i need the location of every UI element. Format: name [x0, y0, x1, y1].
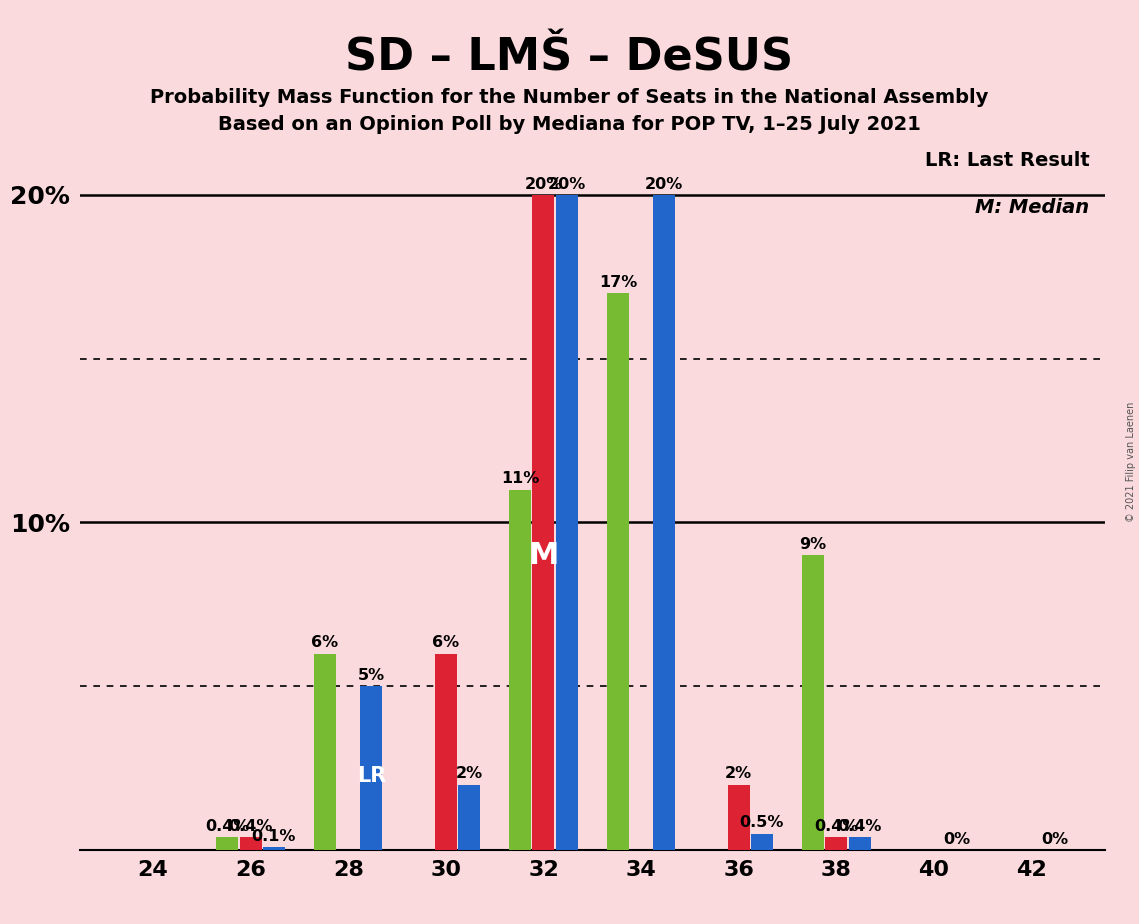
- Text: 20%: 20%: [645, 176, 683, 191]
- Text: 2%: 2%: [456, 766, 483, 782]
- Text: SD – LMŠ – DeSUS: SD – LMŠ – DeSUS: [345, 37, 794, 80]
- Bar: [654, 195, 675, 850]
- Text: Based on an Opinion Poll by Mediana for POP TV, 1–25 July 2021: Based on an Opinion Poll by Mediana for …: [218, 116, 921, 135]
- Bar: [849, 837, 870, 850]
- Text: 0%: 0%: [943, 832, 970, 846]
- Bar: [263, 846, 285, 850]
- Bar: [360, 687, 383, 850]
- Text: 0.1%: 0.1%: [252, 829, 296, 844]
- Bar: [826, 837, 847, 850]
- Text: 20%: 20%: [524, 176, 563, 191]
- Bar: [509, 490, 531, 850]
- Bar: [532, 195, 555, 850]
- Text: 5%: 5%: [358, 668, 385, 683]
- Text: 11%: 11%: [501, 471, 540, 486]
- Text: LR: Last Result: LR: Last Result: [925, 151, 1089, 170]
- Text: 0.5%: 0.5%: [739, 815, 784, 831]
- Text: © 2021 Filip van Laenen: © 2021 Filip van Laenen: [1126, 402, 1136, 522]
- Bar: [216, 837, 238, 850]
- Text: 0.4%: 0.4%: [814, 819, 859, 833]
- Text: 0%: 0%: [1041, 832, 1068, 846]
- Text: 0.4%: 0.4%: [837, 819, 882, 833]
- Text: 17%: 17%: [599, 274, 637, 290]
- Bar: [314, 653, 336, 850]
- Text: 0.4%: 0.4%: [229, 819, 272, 833]
- Text: M: M: [528, 541, 558, 570]
- Bar: [802, 555, 825, 850]
- Bar: [728, 784, 749, 850]
- Text: 9%: 9%: [800, 537, 827, 552]
- Bar: [607, 293, 629, 850]
- Bar: [556, 195, 577, 850]
- Bar: [239, 837, 262, 850]
- Bar: [435, 653, 457, 850]
- Text: 2%: 2%: [726, 766, 752, 782]
- Text: 0.4%: 0.4%: [205, 819, 249, 833]
- Text: 6%: 6%: [311, 635, 338, 650]
- Text: M: Median: M: Median: [975, 198, 1089, 217]
- Text: 20%: 20%: [548, 176, 585, 191]
- Text: LR: LR: [357, 766, 386, 786]
- Text: 6%: 6%: [433, 635, 459, 650]
- Bar: [458, 784, 480, 850]
- Text: Probability Mass Function for the Number of Seats in the National Assembly: Probability Mass Function for the Number…: [150, 88, 989, 107]
- Bar: [751, 833, 773, 850]
